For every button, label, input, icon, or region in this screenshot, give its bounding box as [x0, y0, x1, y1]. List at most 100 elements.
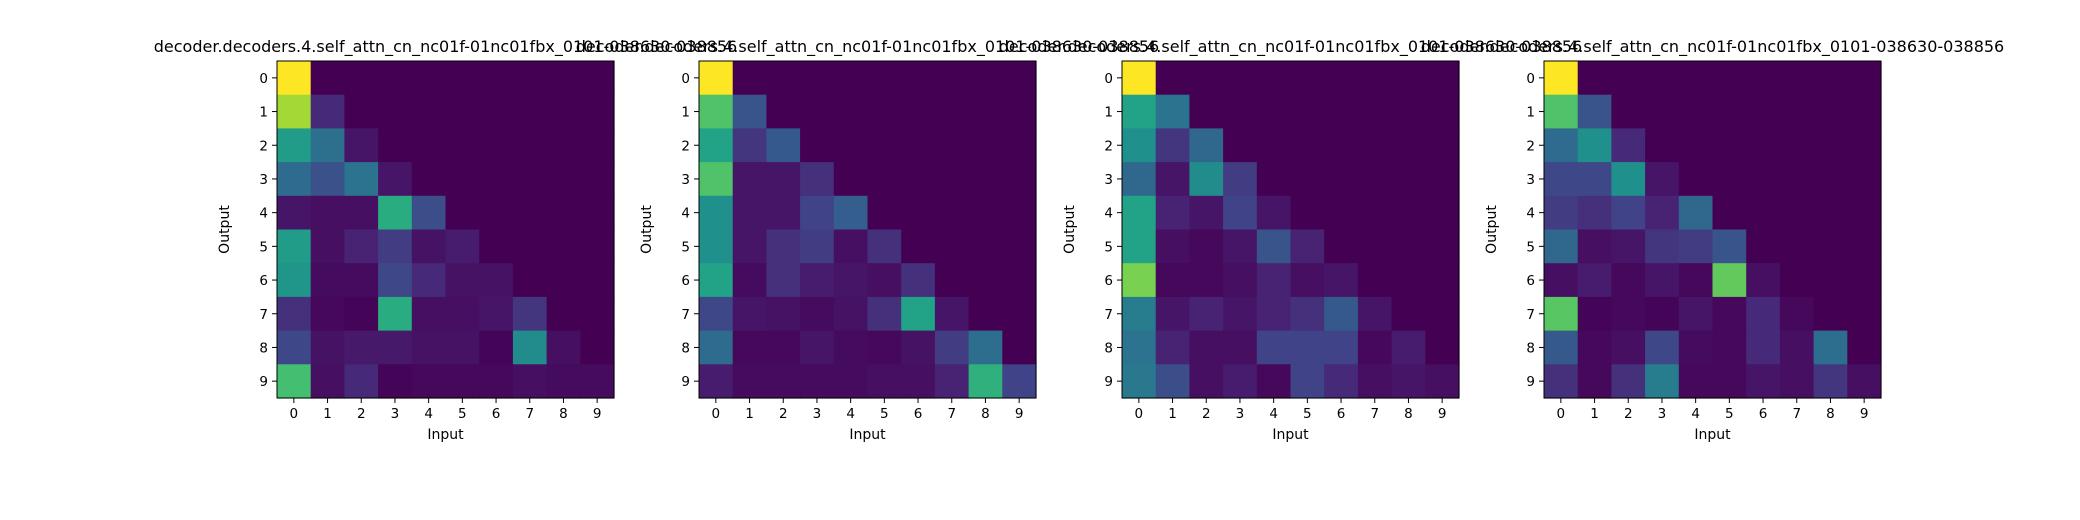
y-tick-label: 5 — [681, 239, 690, 255]
heatmap-cell — [344, 162, 379, 197]
y-tick-label: 6 — [1104, 273, 1113, 289]
chart-title: decoder.decoders.4.self_attn_cn_nc01f-01… — [154, 37, 737, 57]
heatmap-cell — [445, 229, 480, 264]
heatmap-cell — [1577, 330, 1612, 365]
y-tick-label: 9 — [1104, 374, 1113, 390]
y-axis-label: Output — [1484, 205, 1500, 254]
heatmap-cell — [934, 364, 970, 399]
x-tick-label: 7 — [947, 406, 956, 422]
heatmap-cell — [1155, 296, 1190, 332]
heatmap-cell — [833, 61, 869, 96]
heatmap-cell — [732, 364, 767, 399]
heatmap-cell — [512, 263, 548, 298]
y-tick-label: 4 — [681, 206, 690, 222]
heatmap-cell — [699, 330, 734, 365]
heatmap-cell — [479, 94, 514, 129]
heatmap-cell — [411, 61, 447, 96]
heatmap-cell — [1002, 128, 1037, 163]
heatmap-cell — [766, 330, 801, 365]
heatmap-cell — [310, 263, 345, 298]
x-tick-label: 4 — [846, 406, 855, 422]
heatmap-cell — [344, 229, 379, 264]
heatmap-cell — [1122, 61, 1157, 96]
heatmap-cell — [1779, 195, 1815, 231]
heatmap-cell — [1256, 263, 1292, 298]
heatmap-cell — [1813, 364, 1848, 399]
heatmap-cell — [1256, 128, 1292, 163]
heatmap-cell — [833, 195, 869, 231]
heatmap-cell — [1847, 94, 1882, 129]
heatmap-cell — [1678, 94, 1714, 129]
y-tick-label: 7 — [259, 307, 268, 323]
x-tick-label: 8 — [1826, 406, 1835, 422]
heatmap-cell — [1746, 263, 1781, 298]
heatmap-cell — [1290, 296, 1325, 332]
heatmap-cell — [580, 94, 615, 129]
heatmap-cell — [766, 128, 801, 163]
heatmap-cell — [1256, 61, 1292, 96]
heatmap-cell — [1324, 195, 1359, 231]
chart-title: decoder.decoders.4.self_attn_cn_nc01f-01… — [1421, 37, 2004, 57]
x-tick-label: 8 — [1404, 406, 1413, 422]
heatmap-cell — [1611, 263, 1646, 298]
heatmap-cell — [1189, 296, 1224, 332]
heatmap-cell — [699, 61, 734, 96]
heatmap-cell — [1223, 195, 1258, 231]
y-tick-label: 1 — [1104, 105, 1113, 121]
heatmap-cell — [1645, 128, 1680, 163]
y-tick-label: 3 — [1526, 172, 1535, 188]
heatmap-cell — [1122, 195, 1157, 231]
heatmap-cell — [1223, 61, 1258, 96]
heatmap-cell — [445, 128, 480, 163]
heatmap-cell — [1847, 229, 1882, 264]
heatmap-cell — [1577, 229, 1612, 264]
heatmap-cell — [1425, 229, 1460, 264]
heatmap-cell — [1746, 162, 1781, 197]
heatmap-cell — [1577, 61, 1612, 96]
heatmap-cell — [580, 195, 615, 231]
heatmap-cell — [1391, 195, 1426, 231]
x-tick-label: 5 — [1725, 406, 1734, 422]
heatmap-cell — [1678, 330, 1714, 365]
x-tick-label: 3 — [1236, 406, 1245, 422]
heatmap-cell — [310, 61, 345, 96]
heatmap-cell — [766, 195, 801, 231]
heatmap-cell — [1223, 128, 1258, 163]
heatmap-cell — [766, 61, 801, 96]
heatmap-cell — [1712, 229, 1747, 264]
heatmap-cell — [766, 296, 801, 332]
heatmap-cell — [732, 162, 767, 197]
heatmap-cell — [766, 94, 801, 129]
heatmap-cell — [1256, 162, 1292, 197]
heatmap-cell — [378, 229, 413, 264]
x-tick-label: 9 — [593, 406, 602, 422]
heatmap-cell — [1357, 229, 1393, 264]
heatmap-cell — [1847, 128, 1882, 163]
heatmap-cell — [546, 330, 581, 365]
y-tick-label: 2 — [1104, 138, 1113, 154]
heatmap-cell — [512, 195, 548, 231]
heatmap-cell — [867, 94, 902, 129]
heatmap-cell — [310, 195, 345, 231]
heatmap-cell — [1425, 162, 1460, 197]
heatmap-cell — [1122, 364, 1157, 399]
heatmap-cell — [1122, 263, 1157, 298]
heatmap-cell — [901, 229, 936, 264]
heatmap-cell — [766, 263, 801, 298]
heatmap-cell — [1813, 263, 1848, 298]
heatmap-cell — [546, 296, 581, 332]
y-tick-label: 6 — [681, 273, 690, 289]
heatmap-cell — [732, 61, 767, 96]
heatmap-cell — [1391, 364, 1426, 399]
heatmap-cell — [411, 364, 447, 399]
heatmap-cell — [1324, 61, 1359, 96]
x-tick-label: 4 — [424, 406, 433, 422]
heatmap-cell — [1391, 162, 1426, 197]
heatmap-cell — [546, 229, 581, 264]
heatmap-cell — [1678, 364, 1714, 399]
heatmap-cell — [1813, 330, 1848, 365]
heatmap-cell — [867, 296, 902, 332]
heatmap-cell — [1122, 94, 1157, 129]
heatmap-cell — [1002, 229, 1037, 264]
heatmap-cell — [1290, 162, 1325, 197]
